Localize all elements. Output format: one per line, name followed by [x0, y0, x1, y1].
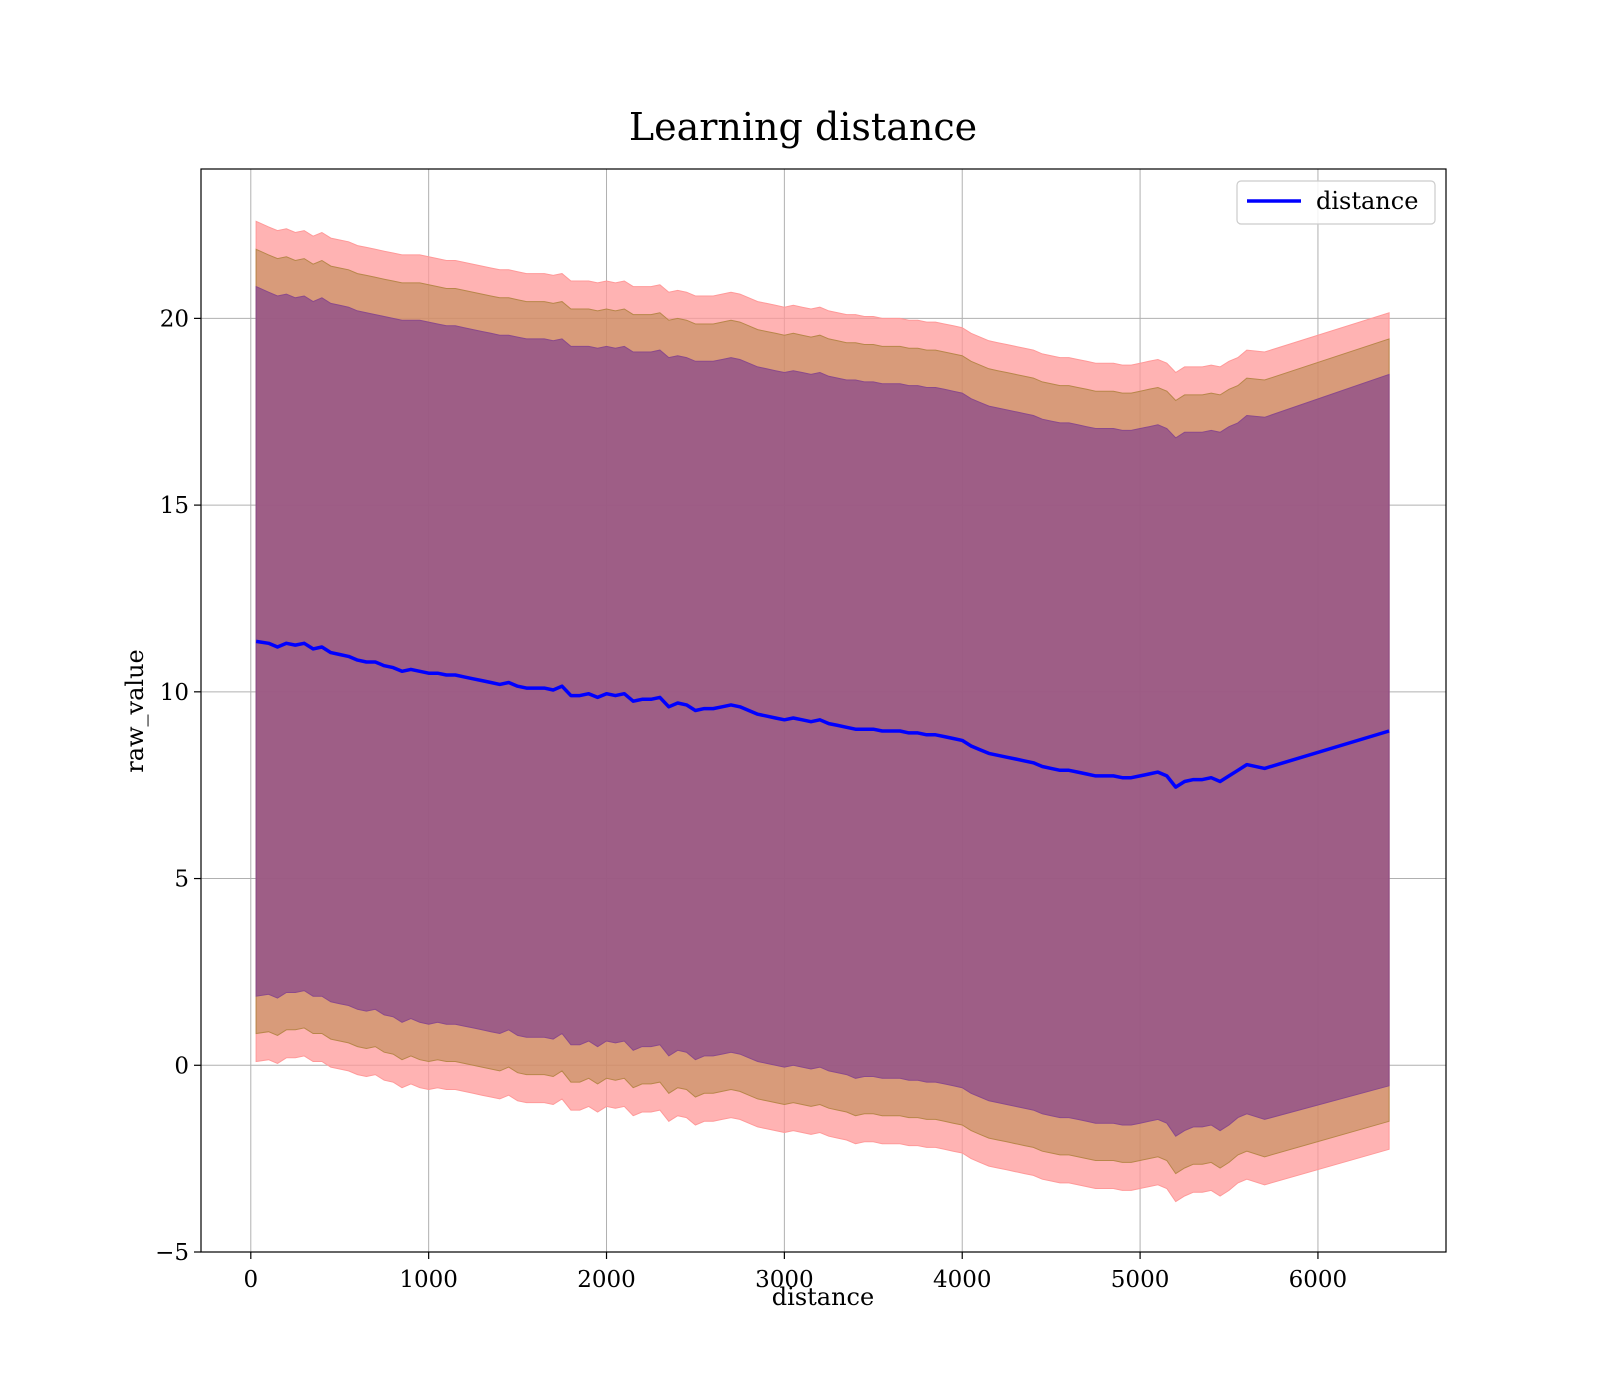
- band-1-sigma: [255, 285, 1390, 1137]
- x-axis-ticks: 0 1000 2000 3000 4000 5000 6000: [243, 1252, 1347, 1293]
- legend-label-distance: distance: [1316, 187, 1418, 215]
- x-tick-label-5: 5000: [1111, 1267, 1170, 1293]
- x-tick-label-1: 1000: [399, 1267, 458, 1293]
- y-tick-label-3: 10: [160, 680, 189, 706]
- y-tick-label-5: 20: [160, 306, 189, 332]
- x-tick-label-4: 4000: [933, 1267, 992, 1293]
- x-tick-label-2: 2000: [577, 1267, 636, 1293]
- y-tick-label-1: 0: [174, 1053, 189, 1079]
- confidence-bands: [255, 220, 1390, 1203]
- y-axis-label: raw_value: [121, 649, 149, 773]
- plot-area: [201, 169, 1446, 1253]
- y-tick-label-2: 5: [174, 867, 189, 893]
- x-tick-label-6: 6000: [1289, 1267, 1348, 1293]
- series-line-distance: [255, 639, 1390, 789]
- y-axis-ticks: −5 0 5 10 15 20: [155, 306, 201, 1266]
- legend-box: [1236, 180, 1436, 225]
- y-tick-label-0: −5: [155, 1240, 189, 1266]
- x-axis-label: distance: [772, 1283, 874, 1311]
- chart-title: Learning distance: [629, 105, 977, 149]
- x-tick-label-3: 3000: [755, 1267, 814, 1293]
- plot-frame: [200, 168, 1447, 1253]
- x-tick-label-0: 0: [243, 1267, 258, 1293]
- legend: distance: [1236, 180, 1436, 225]
- y-tick-label-4: 15: [160, 493, 189, 519]
